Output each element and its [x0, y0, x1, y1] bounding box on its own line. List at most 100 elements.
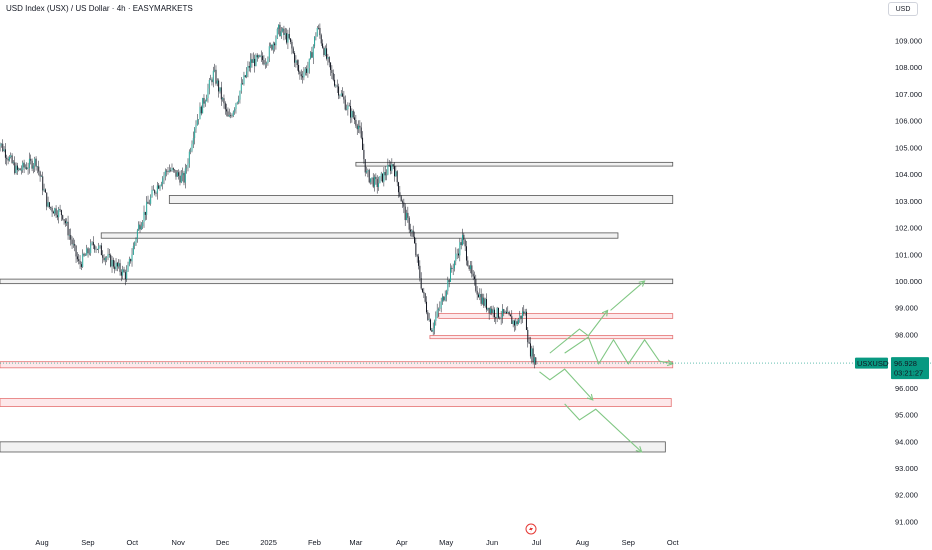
- candle-body: [142, 222, 144, 227]
- candle-body: [364, 159, 366, 173]
- candle-body: [348, 105, 350, 107]
- candle-body: [100, 245, 102, 256]
- candle-body: [394, 166, 396, 177]
- candle-body: [291, 41, 293, 49]
- candle-body: [315, 36, 317, 37]
- projections-layer: [539, 280, 674, 453]
- candle-body: [236, 102, 238, 104]
- candle-body: [419, 265, 421, 279]
- candle-body: [250, 59, 252, 68]
- x-tick-label: Oct: [667, 538, 680, 547]
- candle-body: [356, 125, 358, 130]
- candle-body: [244, 75, 246, 77]
- candle-body: [98, 245, 100, 250]
- projection-arrowhead: [638, 280, 646, 287]
- candle-body: [247, 66, 249, 72]
- candle-body: [404, 206, 406, 221]
- candle-body: [504, 311, 506, 313]
- candle-body: [362, 137, 364, 150]
- y-tick-label: 109.000: [895, 37, 922, 46]
- candle-body: [224, 103, 226, 110]
- candle-body: [272, 43, 274, 50]
- candle-body: [263, 60, 265, 65]
- candle-body: [424, 293, 426, 302]
- candle-body: [120, 271, 122, 276]
- candle-body: [484, 299, 486, 306]
- candle-body: [159, 185, 161, 189]
- candle-body: [46, 192, 48, 207]
- candle-body: [280, 31, 282, 37]
- candle-body: [190, 150, 192, 152]
- candle-body: [509, 314, 511, 317]
- candle-body: [259, 55, 261, 57]
- candle-body: [119, 263, 121, 272]
- candle-body: [127, 264, 129, 272]
- candle-body: [60, 210, 62, 216]
- flash-icon[interactable]: [525, 523, 537, 535]
- candle-body: [503, 309, 505, 313]
- projection-path: [549, 310, 609, 354]
- candle-body: [384, 172, 386, 176]
- candle-body: [75, 245, 77, 257]
- candle-body: [183, 172, 185, 183]
- candle-body: [124, 272, 126, 280]
- y-tick-label: 93.000: [895, 464, 918, 473]
- candle-body: [347, 105, 349, 110]
- currency-button[interactable]: USD: [888, 2, 918, 16]
- candle-body: [22, 162, 24, 170]
- candle-body: [220, 87, 222, 100]
- candle-body: [449, 267, 451, 282]
- candle-body: [118, 263, 120, 267]
- candle-body: [216, 80, 218, 84]
- candle-body: [78, 259, 80, 262]
- candle-body: [38, 166, 40, 172]
- candle-body: [266, 62, 268, 64]
- candle-body: [447, 280, 449, 292]
- candle-body: [6, 157, 8, 160]
- candle-body: [172, 168, 174, 170]
- candle-body: [130, 258, 132, 262]
- y-tick-label: 92.000: [895, 491, 918, 500]
- candle-body: [84, 255, 86, 257]
- candle-body: [184, 168, 186, 183]
- price-axis[interactable]: 109.000 108.000 107.000 106.000 105.000 104.0…: [895, 37, 922, 527]
- candle-body: [51, 207, 53, 212]
- candle-body: [44, 189, 46, 193]
- candle-body: [102, 255, 104, 258]
- candle-body: [370, 178, 372, 183]
- candle-body: [76, 256, 78, 260]
- candle-body: [174, 169, 176, 171]
- candle-body: [371, 177, 373, 179]
- candle-body: [415, 243, 417, 256]
- candle-body: [354, 117, 356, 121]
- candle-body: [243, 75, 245, 84]
- candle-body: [475, 279, 477, 291]
- candle-body: [500, 317, 502, 319]
- candle-body: [396, 171, 398, 183]
- candle-body: [255, 55, 257, 67]
- candle-body: [95, 248, 97, 250]
- candle-body: [186, 167, 188, 169]
- candle-body: [479, 294, 481, 298]
- candle-body: [507, 311, 509, 314]
- candle-body: [164, 170, 166, 176]
- candle-body: [43, 189, 45, 191]
- candle-body: [445, 291, 447, 297]
- zones-layer: [0, 161, 674, 453]
- candle-body: [335, 85, 337, 87]
- candle-body: [464, 240, 466, 247]
- candle-body: [294, 53, 296, 63]
- y-tick-label: 95.000: [895, 411, 918, 420]
- candle-body: [460, 242, 462, 246]
- candle-body: [375, 176, 377, 180]
- candle-body: [192, 138, 194, 144]
- support-zone: [100, 232, 619, 239]
- candle-body: [187, 163, 189, 168]
- candle-body: [182, 172, 184, 176]
- x-tick-label: Sep: [81, 538, 94, 547]
- candle-body: [143, 211, 145, 223]
- time-axis[interactable]: Aug Sep Oct Nov Dec 2025 Feb Mar Apr May Jun Jul Aug…: [35, 538, 679, 547]
- candle-body: [206, 97, 208, 102]
- candle-body: [520, 315, 522, 319]
